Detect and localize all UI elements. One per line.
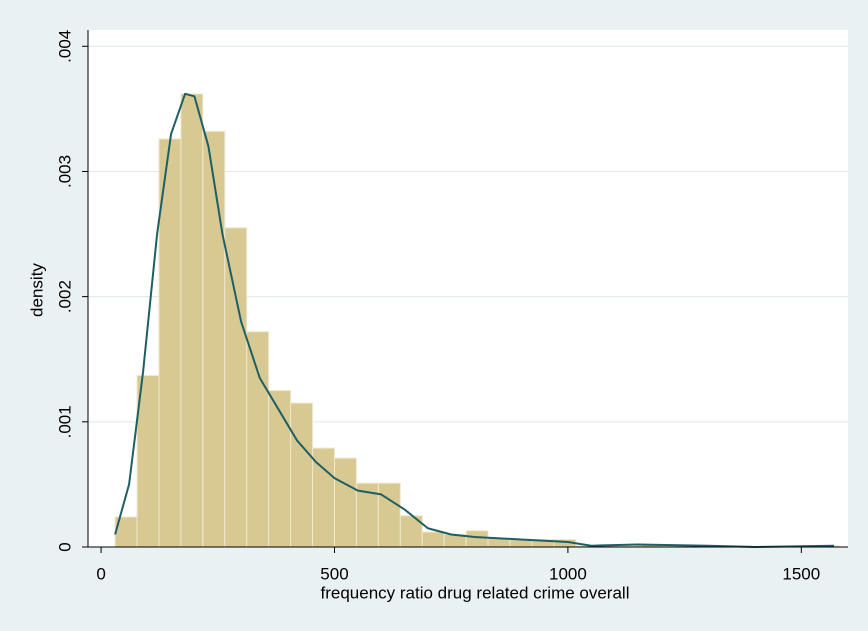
y-axis-title: density	[27, 263, 46, 317]
histogram-bar	[180, 93, 204, 548]
x-tick-label: 1000	[549, 564, 587, 583]
x-tick-label: 500	[320, 564, 348, 583]
x-axis-title: frequency ratio drug related crime overa…	[321, 583, 630, 602]
histogram-bar	[377, 482, 401, 548]
histogram-bar	[421, 531, 445, 548]
x-tick-label: 1500	[782, 564, 820, 583]
histogram-bar	[465, 530, 489, 548]
histogram-bar	[202, 130, 226, 548]
histogram-bar	[224, 227, 248, 548]
histogram-bar	[246, 331, 270, 548]
y-tick-label: .002	[55, 280, 74, 313]
y-tick-label: .001	[55, 405, 74, 438]
histogram-bar	[290, 402, 314, 548]
y-tick-label: .004	[55, 30, 74, 63]
y-tick-label: 0	[55, 542, 74, 551]
histogram-bar	[268, 390, 292, 548]
histogram-bar	[333, 457, 357, 548]
density-curve	[114, 92, 835, 548]
y-tick-label: .003	[55, 155, 74, 188]
x-tick-label: 0	[96, 564, 105, 583]
